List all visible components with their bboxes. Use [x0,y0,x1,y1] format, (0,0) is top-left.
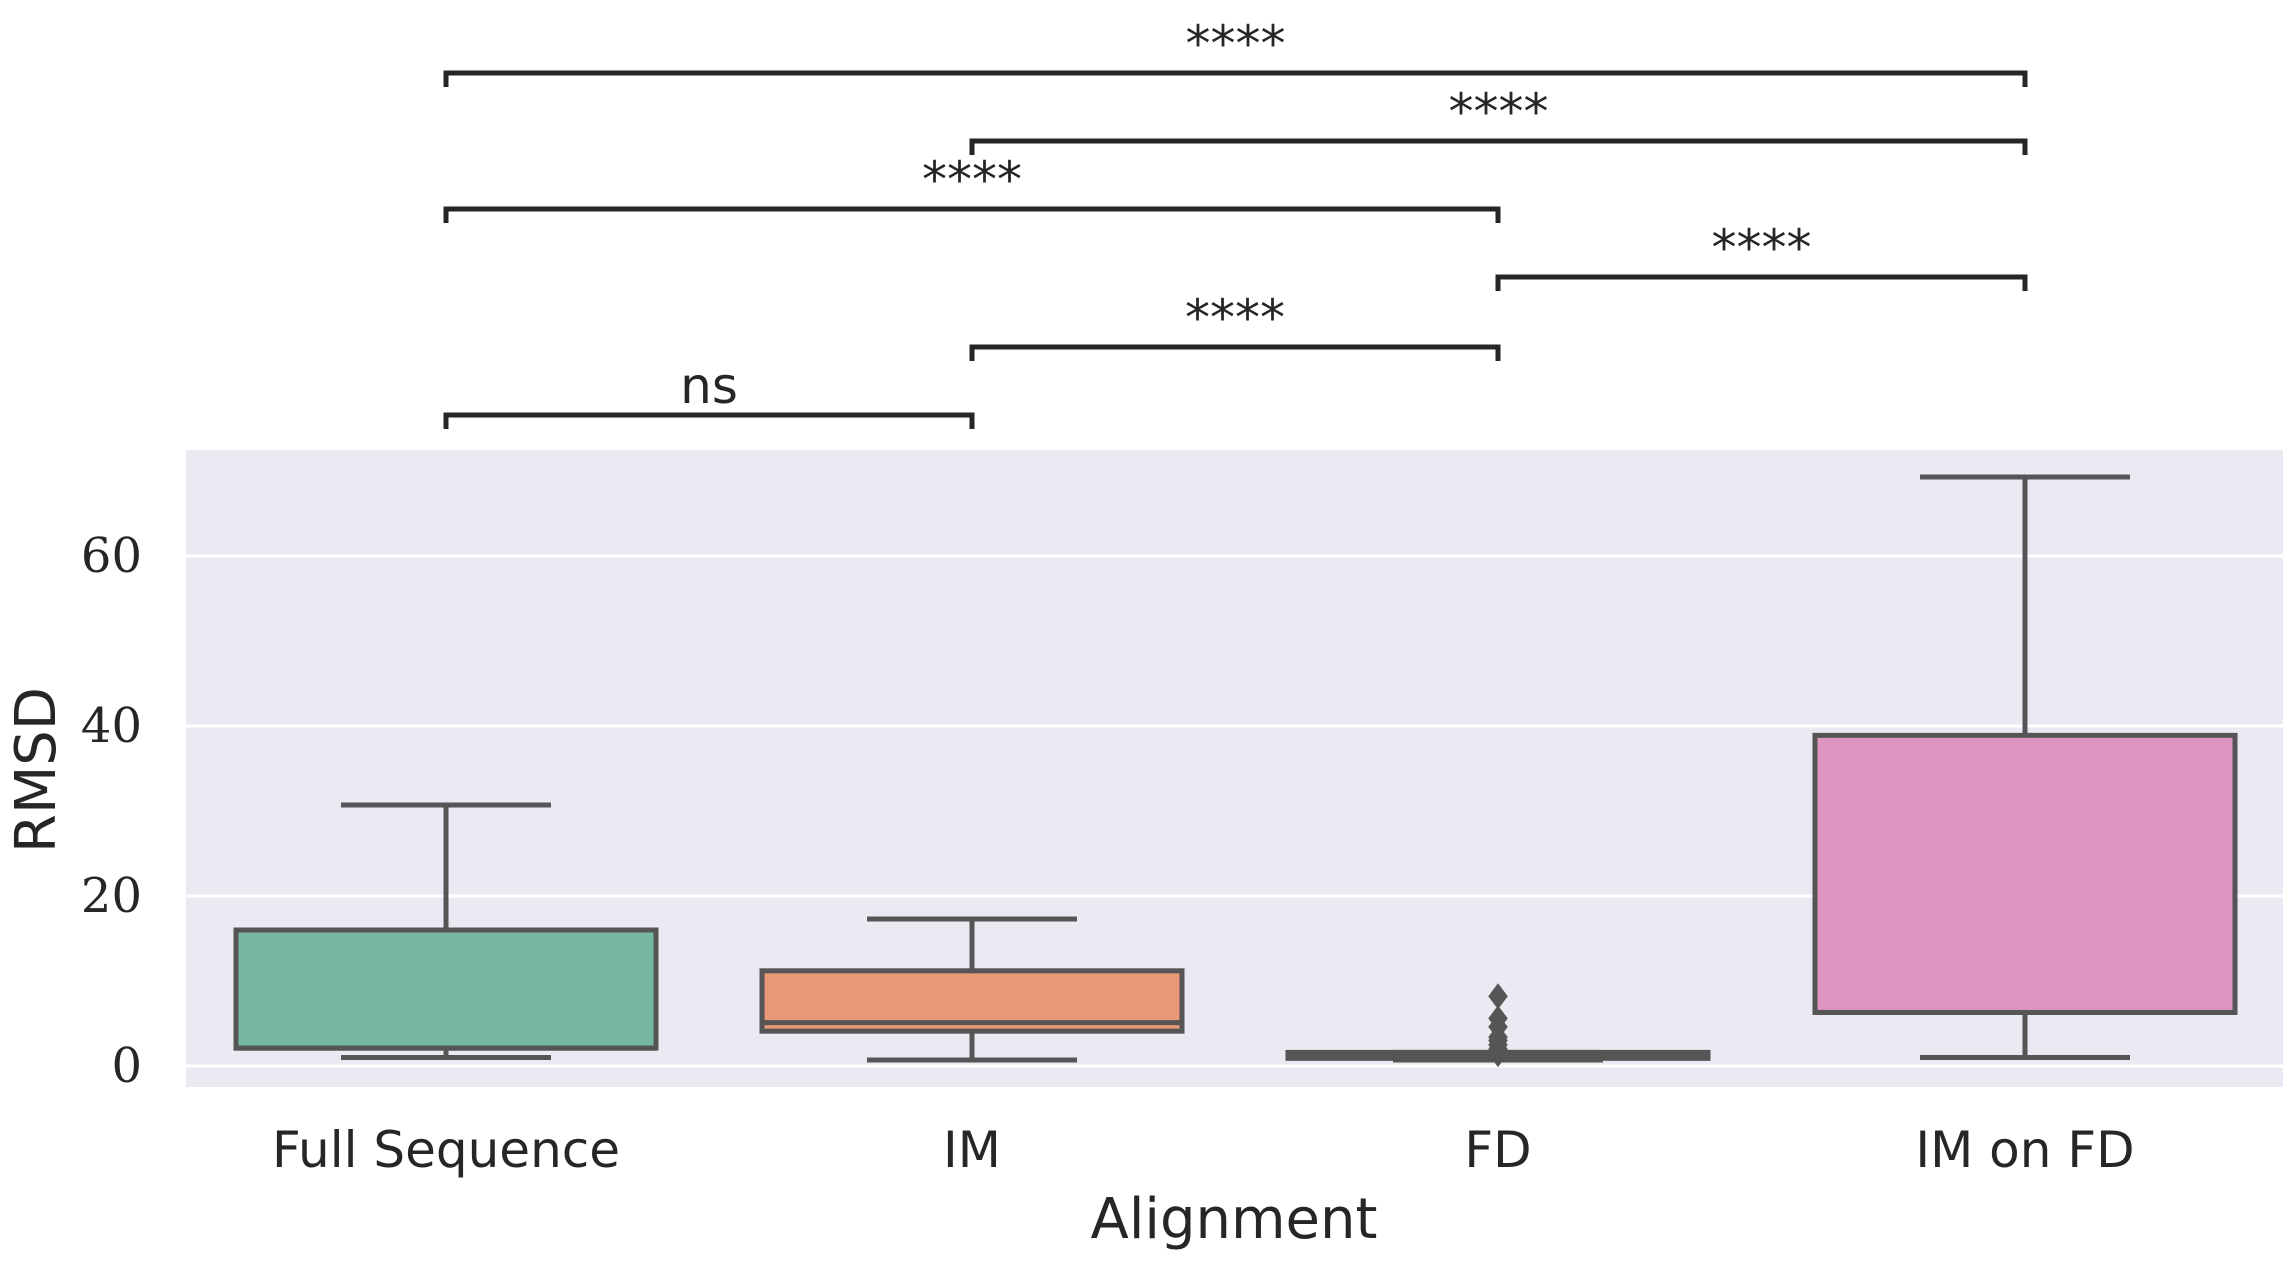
significance-label: **** [1185,289,1285,347]
y-tick-label: 20 [81,868,142,924]
significance-label: **** [1449,83,1549,141]
significance-bracket: **** [969,83,2028,155]
significance-bracket: ns [443,357,975,429]
significance-label: ns [680,357,738,415]
box-group [1285,983,1711,1068]
x-tick-labels: Full Sequence IM FD IM on FD [272,1121,2135,1179]
box [1812,732,2238,1015]
bracket-line [969,138,2028,155]
y-tick-label: 40 [81,698,142,754]
significance-bracket: **** [443,151,1501,223]
x-tick-label: Full Sequence [272,1121,620,1179]
outlier-point [1488,983,1508,1010]
box-group [759,916,1185,1063]
box [233,927,659,1051]
bracket-line [443,70,2028,87]
significance-label: **** [1712,219,1812,277]
bracket-line [1495,274,2028,291]
x-tick-label: IM on FD [1915,1121,2134,1179]
significance-bracket: **** [443,15,2028,87]
y-axis-title: RMSD [4,687,69,853]
bracket-line [443,206,1501,223]
grid-lines [186,554,2283,1068]
y-tick-label: 0 [111,1038,142,1094]
box-group [1812,474,2238,1060]
significance-bracket: **** [1495,219,2028,291]
significance-label: **** [1186,15,1286,73]
bracket-line [443,412,975,429]
outlier-point [1488,1005,1508,1032]
significance-bracket: **** [969,289,1501,361]
significance-label: **** [922,151,1022,209]
y-tick-label: 60 [81,528,142,584]
x-tick-label: IM [943,1121,1001,1179]
bracket-line [969,344,1501,361]
significance-annotations: ns **** **** **** **** **** [443,15,2028,429]
y-tick-labels: 0 20 40 60 [81,528,142,1094]
boxes [233,474,2238,1068]
box-group [233,802,659,1060]
x-tick-label: FD [1464,1121,1531,1179]
x-axis-title: Alignment [1091,1187,1378,1252]
